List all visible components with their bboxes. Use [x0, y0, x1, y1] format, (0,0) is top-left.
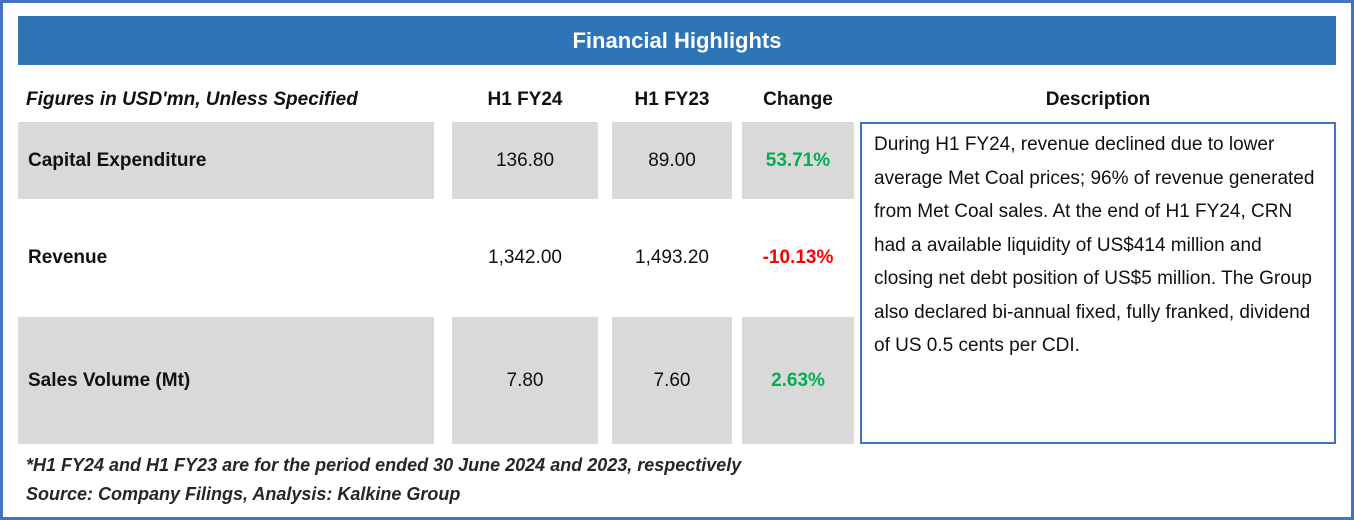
- column-header-description: Description: [1045, 88, 1151, 110]
- row-label-revenue: Revenue: [28, 247, 108, 268]
- column-header-figures: Figures in USD'mn, Unless Specified: [26, 88, 358, 110]
- value-cell-capex-fy23: 89.00: [612, 122, 732, 199]
- value-cell-revenue-fy23: 1,493.20: [635, 247, 709, 268]
- column-header-h1fy23: H1 FY23: [634, 88, 710, 110]
- financial-table: Figures in USD'mn, Unless Specified H1 F…: [18, 77, 1336, 444]
- title-bar: Financial Highlights: [18, 16, 1336, 65]
- change-cell-capex: 53.71%: [742, 122, 854, 199]
- footnote-source: Source: Company Filings, Analysis: Kalki…: [26, 484, 461, 504]
- value-cell-capex-fy24: 136.80: [452, 122, 598, 199]
- footnote-period: *H1 FY24 and H1 FY23 are for the period …: [26, 455, 742, 475]
- row-label-capital-expenditure: Capital Expenditure: [18, 122, 434, 199]
- description-box: During H1 FY24, revenue declined due to …: [860, 122, 1336, 444]
- value-cell-sales-fy24: 7.80: [452, 317, 598, 444]
- column-header-change: Change: [763, 88, 833, 110]
- footnotes: *H1 FY24 and H1 FY23 are for the period …: [18, 451, 1336, 509]
- column-header-h1fy24: H1 FY24: [487, 88, 563, 110]
- change-cell-revenue: -10.13%: [762, 247, 834, 268]
- value-cell-sales-fy23: 7.60: [612, 317, 732, 444]
- value-cell-revenue-fy24: 1,342.00: [488, 247, 562, 268]
- change-cell-sales: 2.63%: [742, 317, 854, 444]
- page-title: Financial Highlights: [572, 27, 782, 53]
- row-label-sales-volume: Sales Volume (Mt): [18, 317, 434, 444]
